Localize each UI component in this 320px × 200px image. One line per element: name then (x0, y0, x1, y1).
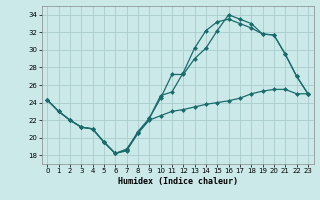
X-axis label: Humidex (Indice chaleur): Humidex (Indice chaleur) (118, 177, 237, 186)
